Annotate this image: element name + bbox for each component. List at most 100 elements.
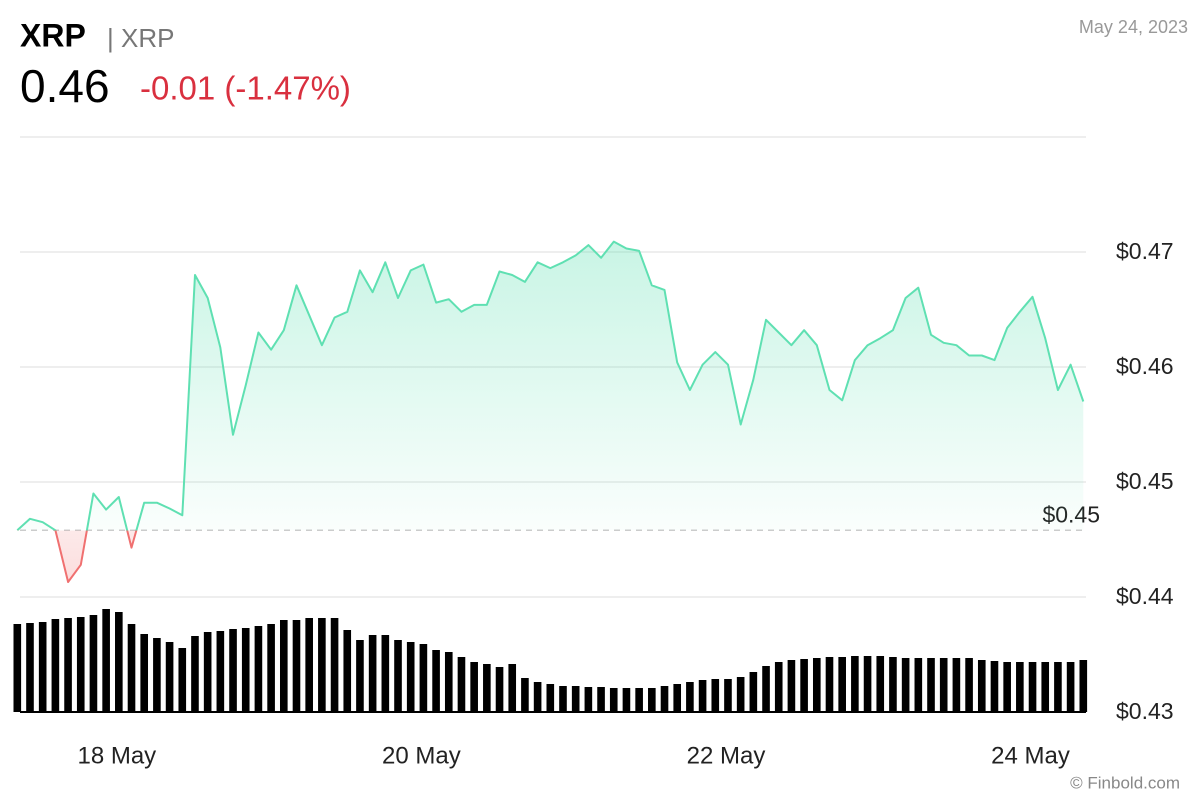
volume-bar <box>89 615 98 712</box>
volume-bar <box>851 656 859 712</box>
volume-bar <box>812 658 821 712</box>
price-change: -0.01 (-1.47%) <box>140 70 351 107</box>
volume-bar <box>495 667 504 712</box>
volume-bar <box>470 662 478 712</box>
volume-bar <box>457 657 466 712</box>
y-tick-label: $0.47 <box>1116 238 1174 264</box>
y-tick-label: $0.43 <box>1116 698 1174 724</box>
volume-bar <box>394 640 402 712</box>
volume-bar <box>140 634 149 712</box>
volume-bar <box>724 679 732 712</box>
volume-bar <box>1028 662 1037 712</box>
y-tick-label: $0.44 <box>1116 583 1174 609</box>
volume-bar <box>749 672 758 712</box>
volume-bar <box>330 618 339 712</box>
volume-bar <box>115 612 123 712</box>
volume-bar <box>318 618 326 712</box>
volume-bar <box>1016 662 1024 712</box>
volume-bar <box>51 619 60 712</box>
volume-bar <box>952 658 961 712</box>
volume-bar <box>444 652 453 712</box>
volume-bar <box>292 620 301 712</box>
volume-bar <box>1079 660 1088 712</box>
x-tick-label: 24 May <box>991 742 1070 769</box>
volume-bar <box>838 657 846 712</box>
volume-bar <box>279 620 288 712</box>
volume-bar <box>521 678 529 712</box>
volume-bar <box>965 658 973 712</box>
volume-bar <box>800 659 808 712</box>
volume-bar <box>1066 662 1075 712</box>
price: 0.46 <box>20 60 110 112</box>
volume-bar <box>127 624 136 712</box>
volume-bar <box>305 618 313 712</box>
volume-bar <box>1054 662 1062 712</box>
volume-bar <box>1003 662 1011 712</box>
volume-bar <box>914 658 923 712</box>
volume-bar <box>889 657 897 712</box>
volume-bar <box>901 658 910 712</box>
volume-bar <box>571 686 580 712</box>
volume-bar <box>686 682 694 712</box>
area-fill <box>17 241 1084 582</box>
volume-bar <box>483 664 491 712</box>
volume-bar <box>939 658 948 712</box>
volume-bar <box>203 632 212 712</box>
volume-bar <box>38 622 47 712</box>
volume-bar <box>533 682 542 712</box>
volume-bar <box>927 658 935 712</box>
volume-bar <box>381 635 390 712</box>
price-line <box>16 240 1085 583</box>
volume-bar <box>863 656 872 712</box>
volume-bar <box>977 660 986 712</box>
volume-bar <box>216 631 225 712</box>
volume-bar <box>762 666 770 712</box>
volume-bar <box>64 618 72 712</box>
volume-bar <box>13 624 22 712</box>
x-tick-label: 22 May <box>687 742 766 769</box>
volume-bar <box>165 642 174 712</box>
volume-bar <box>635 688 643 712</box>
x-tick-label: 18 May <box>77 742 156 769</box>
volume-bar <box>711 679 720 712</box>
volume-bar <box>787 660 796 712</box>
volume-bar <box>736 677 745 712</box>
volume-bar <box>698 680 707 712</box>
volume-bar <box>267 624 275 712</box>
volume-bar <box>774 662 783 712</box>
volume-bar <box>508 664 517 712</box>
volume-bar <box>876 656 885 712</box>
volume-bar <box>254 626 263 712</box>
volume-bar <box>102 609 110 712</box>
volume-bar <box>26 623 34 712</box>
volume-bar <box>229 629 237 712</box>
volume-bar <box>153 638 161 712</box>
volume-bar <box>559 686 567 712</box>
volume-bar <box>368 635 377 712</box>
y-tick-label: $0.46 <box>1116 353 1174 379</box>
volume-bar <box>432 650 440 712</box>
subtitle: | XRP <box>107 23 174 53</box>
volume-bar <box>356 640 364 712</box>
chart-title: XRP <box>20 17 86 53</box>
volume-bar <box>406 642 415 712</box>
volume-bar <box>622 688 631 712</box>
source: © Finbold.com <box>1070 773 1180 792</box>
volume-bar <box>1041 662 1050 712</box>
y-tick-label: $0.45 <box>1116 468 1174 494</box>
volume-bar <box>660 686 669 712</box>
volume-bar <box>609 688 618 712</box>
volume-bar <box>597 687 605 712</box>
volume-bar <box>673 684 682 712</box>
volume-bar <box>990 661 999 712</box>
volume-bar <box>191 636 199 712</box>
volume-bar <box>825 657 834 712</box>
volume-bar <box>76 617 85 712</box>
volume-bar <box>419 644 428 712</box>
volume-bar <box>241 628 250 712</box>
volume-bar <box>546 684 555 712</box>
volume-bar <box>343 630 352 712</box>
volume-bar <box>584 687 593 712</box>
volume-bar <box>648 688 656 712</box>
